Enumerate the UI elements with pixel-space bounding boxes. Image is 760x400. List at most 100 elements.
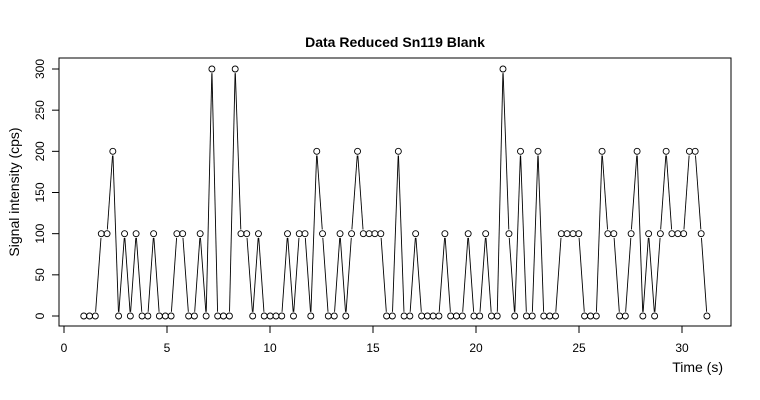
data-point: [435, 312, 443, 320]
y-tick-label: 200: [33, 141, 47, 161]
data-point: [383, 312, 391, 320]
data-point: [627, 230, 635, 238]
x-tick-label: 10: [263, 341, 277, 355]
series-segment: [357, 155, 364, 230]
data-point: [429, 312, 437, 320]
data-point: [80, 312, 88, 320]
data-point: [505, 230, 513, 238]
series-segment: [112, 155, 119, 312]
x-tick-label: 25: [572, 341, 586, 355]
data-point: [616, 312, 624, 320]
series-segment: [665, 155, 673, 230]
series-segment: [660, 155, 667, 230]
data-point: [604, 230, 612, 238]
series-segment: [468, 237, 475, 312]
data-point: [464, 230, 472, 238]
x-tick-label: 0: [61, 341, 68, 355]
series-segment: [339, 237, 346, 312]
data-point: [237, 230, 245, 238]
series-segment: [496, 73, 504, 312]
data-point: [144, 312, 152, 320]
data-point: [91, 312, 99, 320]
data-point: [557, 230, 565, 238]
series-segment: [316, 155, 323, 230]
series-segment: [578, 237, 585, 312]
data-point: [284, 230, 291, 238]
data-point: [633, 147, 641, 155]
data-point: [610, 230, 618, 238]
data-point: [319, 230, 326, 238]
data-point: [301, 230, 309, 238]
series-segment: [642, 237, 649, 312]
series-segment: [380, 237, 387, 312]
series-segment: [636, 155, 644, 312]
data-point: [161, 312, 169, 320]
series-segment: [462, 237, 469, 312]
data-point: [563, 230, 571, 238]
series-segment: [531, 155, 539, 312]
data-point: [575, 230, 583, 238]
x-axis-label: Time (s): [672, 359, 723, 375]
series-segment: [520, 155, 527, 312]
data-point: [371, 230, 379, 238]
data-point: [173, 230, 181, 238]
data-point: [272, 312, 280, 320]
data-point: [697, 230, 705, 238]
series-segment: [310, 155, 318, 312]
data-point: [249, 312, 257, 320]
data-point: [97, 230, 105, 238]
data-point: [691, 147, 699, 155]
series-segment: [514, 155, 521, 312]
x-tick-label: 30: [675, 341, 689, 355]
data-point: [290, 312, 297, 320]
x-tick-label: 15: [366, 341, 380, 355]
series-segment: [701, 237, 708, 312]
series-segment: [415, 237, 422, 312]
series-points-group: [80, 65, 711, 320]
y-axis-label: Signal intensity (cps): [6, 127, 22, 256]
data-point: [202, 312, 210, 320]
data-point: [196, 230, 204, 238]
series-segment: [630, 155, 638, 230]
series-segment: [479, 237, 486, 312]
series-segment: [135, 237, 143, 312]
x-tick-label: 20: [469, 341, 483, 355]
series-segment: [502, 73, 510, 230]
data-point: [225, 312, 233, 320]
data-point: [243, 230, 251, 238]
series-line-group: [95, 73, 708, 312]
data-point: [278, 312, 286, 320]
y-tick-label: 100: [33, 223, 47, 243]
series-segment: [118, 237, 125, 312]
series-segment: [147, 237, 154, 312]
data-point: [680, 230, 688, 238]
series-segment: [229, 73, 236, 312]
data-point: [476, 312, 484, 320]
data-point: [552, 312, 559, 320]
x-tick-label: 5: [164, 341, 171, 355]
series-segment: [246, 237, 253, 312]
series-segment: [95, 237, 102, 312]
series-segment: [625, 237, 632, 312]
data-point: [441, 230, 449, 238]
series-segment: [130, 237, 137, 312]
data-point: [546, 312, 554, 320]
data-point: [674, 230, 682, 238]
series-segment: [153, 237, 160, 312]
data-point: [126, 312, 134, 320]
data-point: [185, 312, 193, 320]
data-point: [493, 312, 501, 320]
data-point: [517, 147, 524, 155]
data-point: [523, 312, 530, 320]
data-point: [423, 312, 431, 320]
plot-frame: [58, 57, 732, 327]
data-point: [656, 230, 664, 238]
y-tick-label: 0: [33, 312, 47, 319]
series-segment: [648, 237, 655, 312]
data-point: [336, 230, 344, 238]
data-point: [307, 312, 315, 320]
data-point: [377, 230, 385, 238]
series-segment: [194, 237, 201, 312]
series-segment: [392, 155, 399, 312]
series-segment: [601, 155, 608, 230]
